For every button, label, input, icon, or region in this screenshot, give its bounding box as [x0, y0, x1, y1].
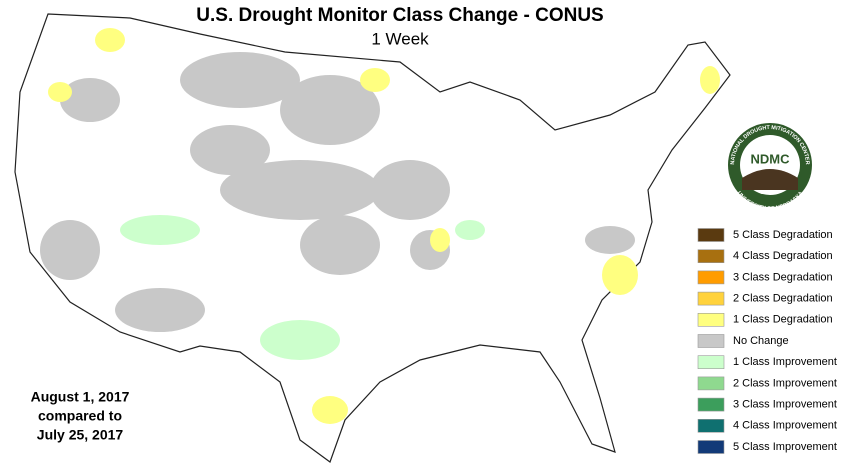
logo-land: [742, 169, 798, 190]
legend-label: 3 Class Improvement: [733, 399, 837, 411]
legend-swatch: [697, 228, 725, 242]
logo-abbreviation: NDMC: [751, 151, 791, 166]
legend-label: 2 Class Degradation: [733, 293, 833, 305]
legend-label: 5 Class Degradation: [733, 229, 833, 241]
legend-label: 2 Class Improvement: [733, 377, 837, 389]
legend-swatch: [697, 312, 725, 327]
date-line: July 25, 2017: [37, 427, 124, 443]
legend-label: 4 Class Improvement: [733, 420, 837, 432]
legend-swatch: [697, 397, 725, 412]
date-line: August 1, 2017: [31, 389, 130, 405]
legend: 5 Class Degradation 4 Class Degradation 3 …: [697, 228, 837, 454]
logo: NDMC NATIONAL DROUGHT MITIGATION CENTER …: [728, 123, 812, 213]
legend-swatch: [697, 418, 725, 433]
legend-label: 3 Class Degradation: [733, 271, 833, 283]
legend-label: No Change: [733, 335, 789, 347]
legend-label: 4 Class Degradation: [733, 250, 833, 262]
date-line: compared to: [38, 408, 122, 424]
legend-swatch: [697, 355, 725, 370]
legend-swatch: [697, 440, 725, 454]
subtitle: 1 Week: [371, 29, 429, 48]
legend-swatch: [697, 249, 725, 263]
legend-swatch: [697, 270, 725, 285]
legend-swatch: [697, 376, 725, 391]
title: U.S. Drought Monitor Class Change - CONU…: [196, 5, 603, 26]
map: [14, 13, 731, 463]
legend-label: 1 Class Degradation: [733, 314, 833, 326]
legend-label: 5 Class Improvement: [733, 441, 837, 453]
legend-label: 1 Class Improvement: [733, 356, 837, 368]
date-note: August 1, 2017 compared to July 25, 2017: [31, 389, 130, 443]
legend-swatch: [697, 291, 725, 306]
legend-swatch: [697, 334, 725, 348]
